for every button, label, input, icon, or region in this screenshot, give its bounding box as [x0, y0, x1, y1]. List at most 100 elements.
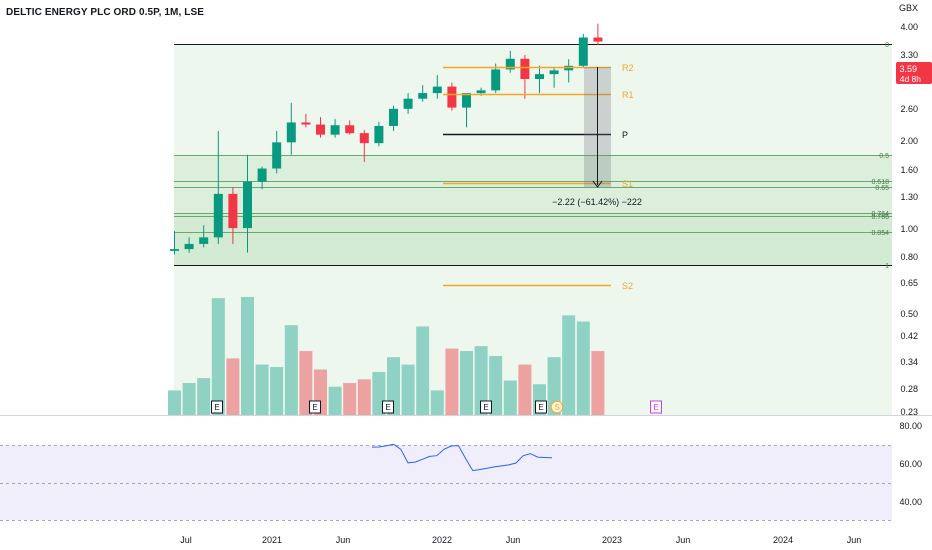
candle-body[interactable]: [549, 70, 559, 75]
volume-bar: [226, 358, 240, 415]
earnings-marker-label: E: [483, 403, 488, 412]
time-axis-tick: Jul: [180, 535, 192, 545]
candle-body[interactable]: [418, 93, 428, 99]
candle-body[interactable]: [593, 37, 603, 42]
candle-body[interactable]: [199, 237, 209, 244]
volume-bar: [255, 364, 269, 415]
earnings-marker[interactable]: [480, 400, 492, 414]
volume-bar: [241, 296, 254, 415]
fib-level-label: 0.618: [871, 179, 889, 186]
price-axis-tick: 1.30: [900, 192, 918, 202]
candle-body[interactable]: [447, 86, 457, 108]
candle-body[interactable]: [432, 86, 442, 94]
volume-bar: [401, 364, 415, 415]
earnings-marker[interactable]: [211, 400, 223, 414]
volume-bar: [576, 321, 590, 415]
fib-level-label: 0.764: [871, 211, 889, 218]
volume-bar: [562, 315, 576, 415]
measure-label: −2.22 (−61.42%) −222: [552, 197, 642, 207]
candle-body[interactable]: [505, 58, 515, 70]
earnings-marker-label: E: [385, 403, 390, 412]
time-axis-tick: Jun: [506, 535, 521, 545]
candle-body[interactable]: [286, 122, 296, 143]
candle-body[interactable]: [257, 168, 267, 182]
fib-level-label: 0.786: [871, 214, 889, 221]
volume-bar: [489, 355, 503, 415]
candle-body[interactable]: [374, 125, 384, 144]
pivot-label: P: [622, 130, 628, 140]
volume-bar: [503, 380, 517, 415]
volume-bar: [168, 390, 181, 415]
volume-bar: [430, 390, 444, 415]
candle-body[interactable]: [272, 142, 282, 169]
volume-bar: [445, 348, 459, 415]
candle-body[interactable]: [520, 58, 530, 79]
candle-body[interactable]: [389, 108, 398, 126]
candle-body[interactable]: [228, 193, 238, 229]
price-axis-tick: 1.60: [900, 165, 918, 175]
candle-body[interactable]: [330, 125, 340, 135]
candle-body[interactable]: [359, 133, 369, 144]
measure-arrowhead: [592, 180, 603, 188]
price-axis-tick: 1.00: [900, 224, 918, 234]
time-axis-tick: Jun: [847, 535, 862, 545]
candle-body[interactable]: [476, 90, 486, 94]
pivot-label: R1: [622, 90, 634, 100]
candle-body[interactable]: [213, 193, 223, 238]
candle-body[interactable]: [403, 98, 413, 109]
pivot-label: S1: [622, 179, 633, 189]
volume-bar: [197, 378, 211, 415]
pivot-label: S2: [622, 281, 633, 291]
candle-body[interactable]: [184, 243, 194, 250]
volume-bar: [328, 386, 342, 415]
volume-bar: [182, 383, 196, 415]
rsi-axis-tick: 40.00: [899, 497, 922, 507]
time-axis-tick: Jun: [676, 535, 691, 545]
split-marker[interactable]: [550, 400, 564, 414]
fib-level-label: 0: [885, 42, 889, 49]
price-axis-tick: 2.00: [900, 136, 918, 146]
earnings-marker-label: E: [538, 403, 543, 412]
candle-body[interactable]: [301, 122, 311, 125]
earnings-marker[interactable]: [650, 400, 662, 414]
candle-body[interactable]: [243, 181, 252, 229]
volume-bar: [299, 351, 313, 415]
candle-body[interactable]: [462, 93, 471, 108]
fib-level-label: 1: [885, 263, 889, 270]
earnings-marker[interactable]: [535, 400, 547, 414]
price-axis-tick: 2.60: [900, 104, 918, 114]
fib-level-label: 0.65: [875, 185, 889, 192]
current-price-tag[interactable]: [896, 62, 932, 84]
candle-body[interactable]: [345, 125, 355, 134]
rsi-line: [371, 443, 553, 472]
volume-bar: [547, 357, 561, 415]
price-axis-tick: 0.80: [900, 252, 918, 262]
candle-body[interactable]: [535, 74, 544, 79]
price-axis-tick: 0.23: [900, 407, 918, 417]
earnings-marker[interactable]: [309, 400, 321, 414]
current-price-value: 3.59: [899, 64, 917, 74]
volume-bar: [343, 383, 357, 415]
fib-level-label: 0.5: [879, 153, 889, 160]
price-axis-tick: 0.34: [900, 357, 918, 367]
price-axis-tick: 0.50: [900, 309, 918, 319]
rsi-axis-tick: 60.00: [899, 459, 922, 469]
candle-body[interactable]: [170, 249, 179, 251]
volume-bar: [460, 351, 473, 415]
earnings-marker[interactable]: [382, 400, 394, 414]
rsi-axis-tick: 80.00: [899, 421, 922, 431]
price-axis-tick: 0.42: [900, 331, 918, 341]
candle-body[interactable]: [316, 124, 325, 135]
candle-body[interactable]: [491, 69, 501, 91]
volume-bar: [270, 367, 284, 415]
volume-bar: [518, 364, 532, 415]
fib-level-label: 0.854: [871, 230, 889, 237]
candle-body[interactable]: [578, 37, 588, 66]
split-marker-label: S: [554, 403, 559, 412]
price-axis-tick: 3.30: [900, 50, 918, 60]
earnings-marker-label: E: [312, 403, 317, 412]
currency-label: GBX: [899, 3, 918, 13]
earnings-marker-label: E: [653, 403, 658, 412]
volume-bar: [474, 346, 488, 415]
